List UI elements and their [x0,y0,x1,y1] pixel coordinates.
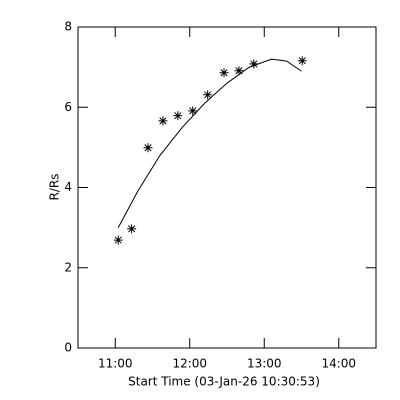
data-point [234,66,244,76]
x-axis-label: Start Time (03-Jan-26 10:30:53) [128,375,320,389]
y-tick-label: 0 [64,341,72,355]
x-tick-label: 12:00 [172,357,207,371]
fit-curve [117,58,302,228]
data-point [127,224,137,234]
data-point [203,90,213,100]
data-point [219,68,229,78]
data-point [297,56,307,66]
data-point [113,235,123,245]
y-tick-label: 4 [64,180,72,194]
data-point [143,143,153,153]
x-tick-label: 11:00 [98,357,133,371]
data-point [249,59,259,69]
data-point [173,111,183,121]
y-tick-label: 2 [64,260,72,274]
data-point [158,116,168,126]
y-tick-label: 8 [64,20,72,34]
x-tick-label: 14:00 [321,357,356,371]
y-axis-label: R/Rs [48,174,62,201]
x-tick-label: 13:00 [247,357,282,371]
data-point [188,106,198,116]
y-tick-label: 6 [64,100,72,114]
